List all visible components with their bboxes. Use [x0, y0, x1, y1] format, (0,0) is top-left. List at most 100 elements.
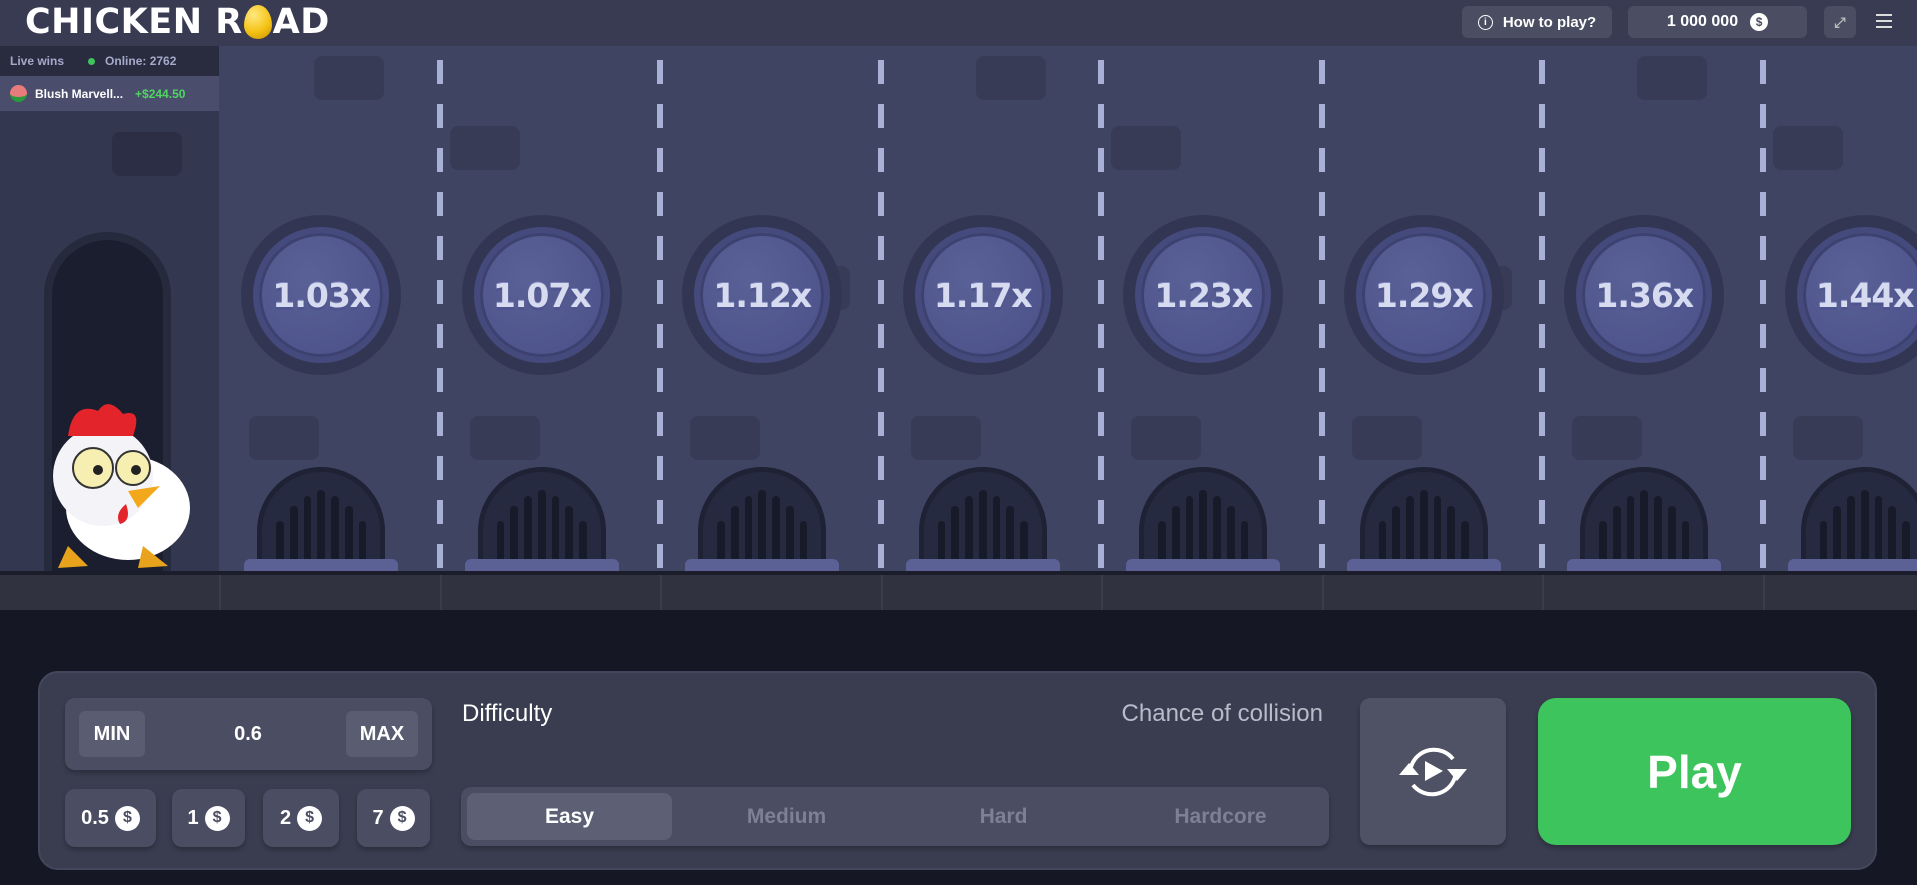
dollar-coin-icon: $ [1750, 13, 1769, 31]
online-dot-icon [88, 57, 96, 65]
play-label: Play [1647, 745, 1742, 798]
fullscreen-button[interactable]: ⤢ [1824, 6, 1856, 38]
quick-bet-chip[interactable]: 1 $ [172, 789, 245, 847]
road-segment-divider [660, 575, 662, 610]
road-segment-divider [1542, 575, 1544, 610]
multiplier-value: 1.07x [473, 227, 610, 363]
grate-base [685, 559, 840, 571]
sewer-grate [918, 467, 1047, 571]
logo: CHICKEN R AD [25, 2, 330, 42]
brick [690, 416, 760, 460]
brick [1792, 416, 1863, 460]
dollar-coin-icon: $ [389, 805, 415, 831]
chip-value: 1 [187, 806, 199, 829]
multiplier-value: 1.03x [253, 227, 390, 363]
sewer-grate [1359, 467, 1488, 571]
bet-amount-box: MIN 0.6 MAX [65, 698, 432, 770]
dollar-coin-icon: $ [204, 805, 230, 831]
difficulty-label: Easy [544, 804, 595, 828]
lane-divider [1759, 60, 1766, 571]
grate-base [1787, 559, 1917, 571]
lane: 1.44x [1763, 46, 1917, 571]
grate-base [1346, 559, 1501, 571]
balance-value: 1 000 000 [1666, 13, 1739, 30]
live-win-entry: Blush Marvell... +$244.50 [0, 76, 219, 111]
brick [1131, 416, 1201, 460]
quick-bet-chip[interactable]: 2 $ [263, 789, 339, 847]
logo-text: AD [272, 2, 330, 42]
difficulty-label: Medium [746, 804, 827, 828]
brick [314, 56, 384, 100]
lane-divider [436, 60, 443, 571]
difficulty-option-medium[interactable]: Medium [678, 787, 895, 846]
grate-base [1567, 559, 1722, 571]
brick [1572, 416, 1642, 460]
info-icon: i [1477, 14, 1493, 30]
difficulty-label: Hardcore [1174, 804, 1267, 828]
grate-base [905, 559, 1060, 571]
lane: 1.17x [881, 46, 1104, 571]
winner-name: Blush Marvell... [35, 86, 124, 101]
win-amount: +$244.50 [135, 86, 186, 101]
online-count: Online: 2762 [105, 54, 177, 68]
lane-divider [1539, 60, 1545, 571]
quick-bet-chip[interactable]: 7 $ [357, 789, 430, 847]
dollar-coin-icon: $ [114, 805, 140, 831]
brick [469, 416, 540, 460]
multiplier-coin[interactable]: 1.36x [1564, 215, 1725, 375]
grate-base [1126, 559, 1281, 571]
sewer-grate [257, 467, 386, 571]
multiplier-coin[interactable]: 1.23x [1123, 215, 1284, 375]
multiplier-value: 1.29x [1355, 227, 1492, 363]
multiplier-value: 1.44x [1796, 227, 1917, 363]
auto-play-button[interactable] [1360, 698, 1506, 845]
lane: 1.07x [440, 46, 663, 571]
balance-display: 1 000 000 $ [1628, 6, 1807, 38]
header: CHICKEN R AD i How to play? 1 000 000 $ ⤢ [0, 0, 1917, 46]
brick [249, 416, 319, 460]
chance-of-collision-label: Chance of collision [1121, 700, 1323, 727]
brick [449, 126, 520, 170]
multiplier-coin[interactable]: 1.03x [241, 215, 402, 375]
chip-value: 7 [372, 806, 384, 829]
multiplier-coin[interactable]: 1.07x [461, 215, 622, 375]
max-bet-button[interactable]: MAX [346, 711, 418, 757]
brick [975, 56, 1046, 100]
road-segment-divider [439, 575, 442, 610]
road-edge [0, 571, 1917, 610]
lane-divider [1098, 60, 1104, 571]
auto-play-icon [1399, 747, 1467, 796]
multiplier-coin[interactable]: 1.12x [682, 215, 843, 375]
difficulty-option-easy[interactable]: Easy [461, 787, 678, 846]
road-segment-divider [1762, 575, 1765, 610]
road-segment-divider [219, 575, 221, 610]
multiplier-coin[interactable]: 1.29x [1343, 215, 1504, 375]
min-label: MIN [93, 722, 131, 745]
menu-button[interactable] [1876, 14, 1892, 28]
play-button[interactable]: Play [1538, 698, 1851, 845]
brick [1772, 126, 1843, 170]
brick [910, 416, 981, 460]
difficulty-option-hard[interactable]: Hard [895, 787, 1112, 846]
sewer-grate [1139, 467, 1268, 571]
dollar-coin-icon: $ [297, 805, 323, 831]
difficulty-option-hardcore[interactable]: Hardcore [1112, 787, 1329, 846]
bet-input[interactable]: 0.6 [185, 711, 311, 757]
game-board: 1.03x 1.07x 1.12x 1.17x 1.23x 1.29x 1.36… [0, 46, 1917, 571]
brick [1111, 126, 1181, 170]
chip-value: 0.5 [81, 806, 109, 829]
multiplier-coin[interactable]: 1.44x [1784, 215, 1917, 375]
grate-base [464, 559, 619, 571]
bet-value: 0.6 [234, 722, 262, 745]
min-bet-button[interactable]: MIN [79, 711, 145, 757]
sewer-grate [1800, 467, 1917, 571]
chicken-character [53, 404, 190, 568]
max-label: MAX [359, 722, 405, 745]
lane: 1.36x [1542, 46, 1766, 571]
live-wins-title: Live wins [10, 54, 65, 68]
how-to-play-button[interactable]: i How to play? [1462, 6, 1612, 38]
live-wins-panel: Live wins Online: 2762 Blush Marvell... … [0, 46, 219, 111]
multiplier-coin[interactable]: 1.17x [902, 215, 1063, 375]
quick-bet-chip[interactable]: 0.5 $ [65, 789, 156, 847]
road-segment-divider [880, 575, 883, 610]
